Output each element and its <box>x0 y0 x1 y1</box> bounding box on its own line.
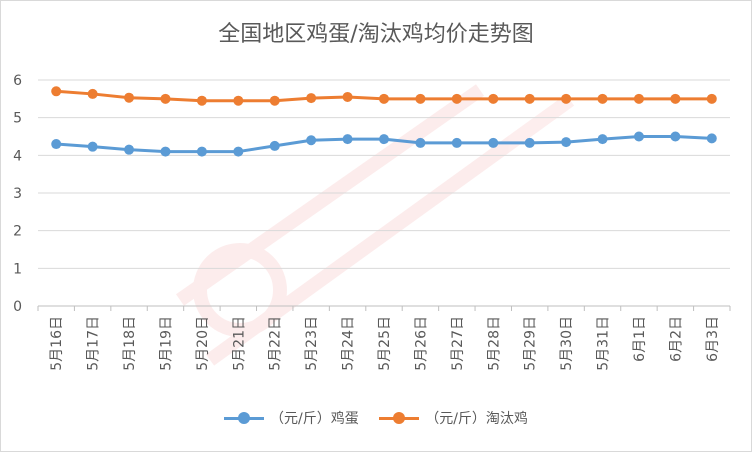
y-tick-label: 5 <box>13 111 22 127</box>
x-tick-label: 5月25日 <box>377 316 393 371</box>
data-point-0 <box>379 134 389 145</box>
data-point-0 <box>306 135 317 146</box>
data-point-0 <box>415 137 426 148</box>
y-tick-label: 1 <box>13 261 22 277</box>
data-point-1 <box>306 93 317 104</box>
x-tick-label: 6月2日 <box>668 316 684 362</box>
x-tick-label: 5月28日 <box>486 316 502 371</box>
data-point-0 <box>597 134 608 145</box>
data-point-1 <box>269 95 280 106</box>
data-point-1 <box>160 93 171 104</box>
legend-item-culled-hen: （元/斤）淘汰鸡 <box>379 408 528 428</box>
x-tick-label: 5月21日 <box>231 316 247 371</box>
y-tick-label: 0 <box>13 299 22 315</box>
x-tick-label: 5月30日 <box>559 316 575 371</box>
x-tick-label: 6月3日 <box>705 316 721 362</box>
data-point-0 <box>488 137 499 148</box>
legend-label-culled-hen: （元/斤）淘汰鸡 <box>425 411 528 427</box>
x-tick-label: 5月22日 <box>268 316 284 371</box>
data-point-1 <box>451 93 462 104</box>
legend-swatch-culled-hen <box>379 412 420 424</box>
data-point-1 <box>233 95 244 106</box>
legend-item-egg: （元/斤）鸡蛋 <box>224 408 359 428</box>
x-tick-label: 5月19日 <box>158 316 174 371</box>
data-point-0 <box>706 133 717 144</box>
y-tick-label: 4 <box>13 148 22 164</box>
gridlines <box>38 79 730 269</box>
y-tick-label: 3 <box>13 186 22 202</box>
data-point-1 <box>670 93 681 104</box>
x-axis-ticks: 5月16日 5月17日 5月18日 5月19日 5月20日 5月21日 5月22日 5月23日… <box>49 316 721 371</box>
data-point-1 <box>379 93 389 104</box>
data-point-0 <box>633 131 644 142</box>
x-tick-label: 5月20日 <box>195 316 211 371</box>
data-point-0 <box>670 131 681 142</box>
data-point-0 <box>524 137 535 148</box>
data-point-1 <box>633 93 644 104</box>
legend-swatch-egg <box>224 412 265 424</box>
data-point-1 <box>524 93 535 104</box>
data-point-0 <box>561 137 572 148</box>
x-tick-label: 5月29日 <box>523 316 539 371</box>
data-point-0 <box>233 146 244 157</box>
chart-title: 全国地区鸡蛋/淘汰鸡均价走势图 <box>218 22 534 47</box>
data-point-0 <box>451 137 462 148</box>
data-point-0 <box>342 134 353 145</box>
data-point-0 <box>269 140 280 151</box>
legend-label-egg: （元/斤）鸡蛋 <box>270 411 359 427</box>
data-point-1 <box>124 92 135 103</box>
x-tick-label: 5月27日 <box>450 316 466 371</box>
y-tick-label: 6 <box>13 73 22 89</box>
data-point-1 <box>561 93 572 104</box>
data-point-1 <box>706 93 717 104</box>
x-tick-label: 5月17日 <box>86 316 102 371</box>
x-tick-label: 5月26日 <box>413 316 429 371</box>
legend: （元/斤）鸡蛋 （元/斤）淘汰鸡 <box>0 408 752 428</box>
x-tick-label: 5月23日 <box>304 316 320 371</box>
x-axis <box>37 305 731 311</box>
data-point-0 <box>51 139 62 150</box>
data-point-1 <box>342 91 353 102</box>
data-point-0 <box>124 144 135 155</box>
x-tick-label: 5月24日 <box>341 316 357 371</box>
data-point-0 <box>160 146 171 157</box>
data-point-0 <box>196 146 207 157</box>
data-point-1 <box>87 88 98 99</box>
x-tick-label: 6月1日 <box>632 316 648 362</box>
data-point-1 <box>415 93 426 104</box>
x-tick-label: 5月18日 <box>122 316 138 371</box>
data-point-0 <box>87 141 98 152</box>
data-point-1 <box>196 95 207 106</box>
y-tick-label: 2 <box>13 224 22 240</box>
y-axis-ticks: 0 1 2 3 4 5 6 <box>13 73 22 315</box>
x-tick-label: 5月31日 <box>596 316 612 371</box>
x-tick-label: 5月16日 <box>49 316 65 371</box>
data-point-1 <box>51 86 62 97</box>
data-point-1 <box>488 93 499 104</box>
series-layer <box>51 86 717 157</box>
data-point-1 <box>597 93 608 104</box>
